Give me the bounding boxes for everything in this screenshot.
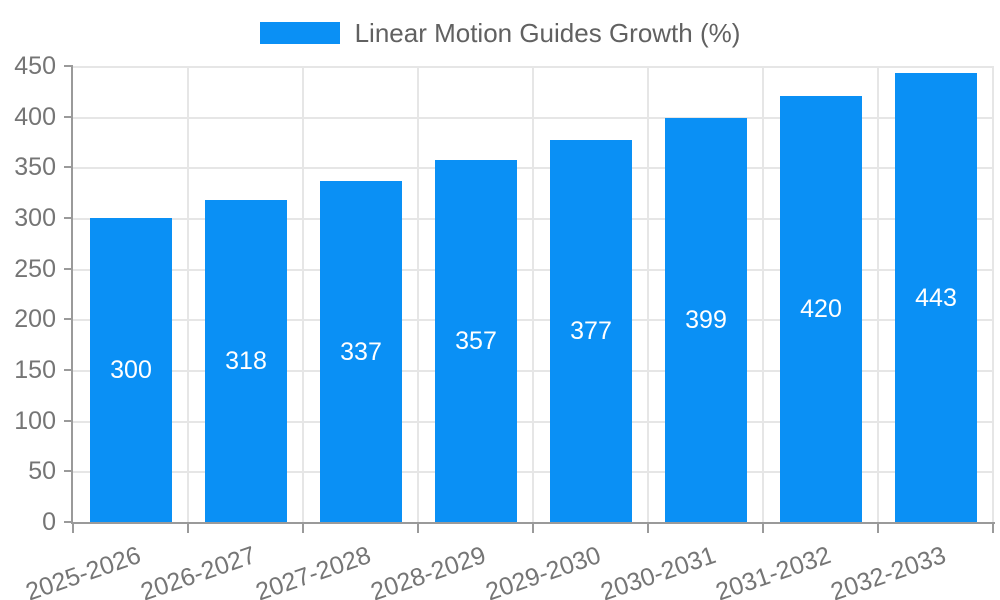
- x-tick-label: 2032-2033: [827, 541, 950, 600]
- y-tick-label: 50: [28, 457, 56, 485]
- x-tick-mark: [762, 524, 764, 533]
- bars-layer: 300 318 337 357 377 399 420 443: [73, 66, 993, 522]
- chart-legend: Linear Motion Guides Growth (%): [0, 20, 1000, 46]
- y-tick-label: 300: [14, 204, 56, 232]
- bar-value-label: 420: [800, 295, 842, 323]
- x-tick-label: 2031-2032: [712, 541, 835, 600]
- x-tick-mark: [877, 524, 879, 533]
- y-tick-label: 400: [14, 103, 56, 131]
- x-axis-line: [71, 522, 995, 524]
- y-tick-mark: [64, 521, 73, 523]
- y-tick-mark: [64, 268, 73, 270]
- bar-value-label: 443: [915, 284, 957, 312]
- x-tick-label: 2025-2026: [22, 541, 145, 600]
- y-tick-label: 450: [14, 52, 56, 80]
- x-tick-label: 2030-2031: [597, 541, 720, 600]
- bar-value-label: 318: [225, 347, 267, 375]
- y-tick-label: 200: [14, 305, 56, 333]
- bar: [895, 73, 977, 522]
- legend-item[interactable]: Linear Motion Guides Growth (%): [259, 18, 741, 48]
- bar-value-label: 337: [340, 338, 382, 366]
- grid-layer: [73, 66, 994, 522]
- x-axis: 2025-2026 2026-2027 2027-2028 2028-2029 2029…: [23, 524, 994, 600]
- legend-label: Linear Motion Guides Growth (%): [354, 18, 741, 48]
- y-tick-mark: [64, 470, 73, 472]
- x-tick-mark: [647, 524, 649, 533]
- x-tick-label: 2028-2029: [367, 541, 490, 600]
- plot-area: 300 318 337 357 377 399 420 443: [73, 66, 994, 522]
- y-tick-label: 150: [14, 356, 56, 384]
- legend-swatch-icon: [259, 22, 340, 44]
- bar-value-label: 399: [685, 306, 727, 334]
- x-tick-mark: [992, 524, 994, 533]
- bar: [205, 200, 287, 522]
- bar: [780, 96, 862, 522]
- bar-value-label: 300: [110, 356, 152, 384]
- bar: [435, 160, 517, 522]
- bar: [665, 118, 747, 522]
- y-tick-label: 350: [14, 153, 56, 181]
- bar-value-label: 357: [455, 327, 497, 355]
- y-tick-label: 100: [14, 407, 56, 435]
- x-tick-mark: [417, 524, 419, 533]
- bar-value-label: 377: [570, 317, 612, 345]
- y-axis: 0 50 100 150 200 250 300 350 400 450: [0, 53, 73, 536]
- bar: [90, 218, 172, 522]
- y-tick-mark: [64, 65, 73, 67]
- y-tick-mark: [64, 369, 73, 371]
- y-tick-mark: [64, 217, 73, 219]
- x-tick-label: 2027-2028: [252, 541, 375, 600]
- x-gridline: [532, 66, 534, 522]
- x-tick-label: 2029-2030: [482, 541, 605, 600]
- y-tick-mark: [64, 116, 73, 118]
- bar: [550, 140, 632, 522]
- x-tick-mark: [72, 524, 74, 533]
- x-gridline: [647, 66, 649, 522]
- x-gridline: [992, 66, 994, 522]
- y-axis-line: [71, 66, 73, 524]
- x-tick-mark: [532, 524, 534, 533]
- x-gridline: [302, 66, 304, 522]
- y-tick-label: 0: [42, 508, 56, 536]
- x-gridline: [417, 66, 419, 522]
- x-gridline: [877, 66, 879, 522]
- y-tick-mark: [64, 318, 73, 320]
- x-tick-mark: [302, 524, 304, 533]
- x-gridline: [187, 66, 189, 522]
- x-tick-mark: [187, 524, 189, 533]
- y-tick-mark: [64, 166, 73, 168]
- y-tick-mark: [64, 420, 73, 422]
- x-tick-label: 2026-2027: [137, 541, 260, 600]
- x-gridline: [762, 66, 764, 522]
- y-tick-label: 250: [14, 255, 56, 283]
- bar: [320, 181, 402, 522]
